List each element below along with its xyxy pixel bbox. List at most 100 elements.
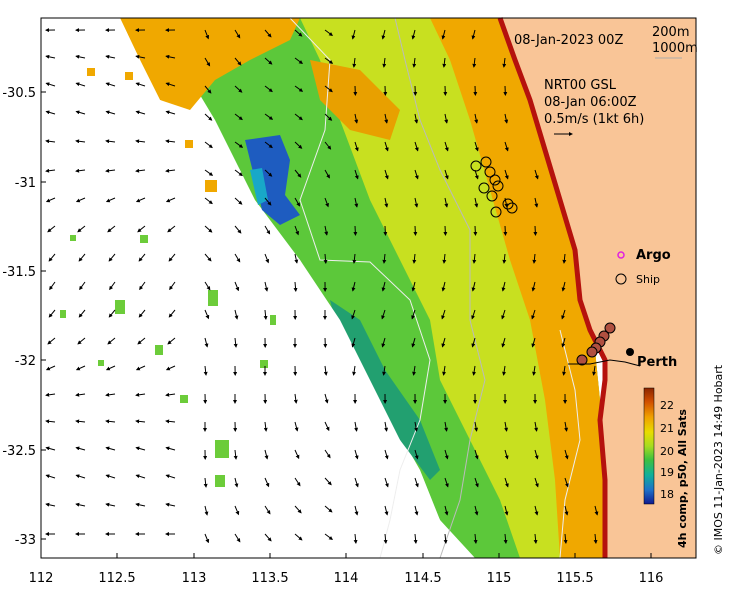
current-vector [324, 197, 329, 208]
current-vector [502, 57, 507, 68]
current-vector [294, 57, 304, 65]
current-vector [204, 281, 211, 291]
current-vector [264, 505, 271, 515]
current-vector [324, 421, 330, 432]
current-vector [165, 365, 176, 371]
current-vector [382, 57, 387, 68]
current-vector [413, 533, 418, 544]
current-vector [135, 365, 146, 371]
current-vector [563, 533, 568, 544]
current-vector [233, 449, 238, 460]
current-vector [384, 449, 389, 460]
current-vector [45, 54, 56, 59]
current-vector [504, 477, 509, 488]
current-vector [234, 85, 243, 93]
current-vector [204, 309, 210, 320]
current-vector [444, 421, 449, 432]
current-vector [264, 281, 269, 292]
current-vector [473, 225, 478, 236]
current-vector [444, 505, 449, 516]
current-vector [443, 533, 448, 544]
current-vector [323, 253, 328, 264]
current-vector [354, 197, 359, 208]
x-tick-label: 112.5 [98, 571, 135, 586]
current-vector [107, 337, 116, 345]
current-vector [381, 281, 386, 292]
x-tick-label: 113 [182, 571, 207, 586]
current-vector [105, 365, 116, 371]
current-vector [471, 337, 476, 348]
perth-marker [626, 348, 634, 356]
current-vector [135, 110, 146, 115]
currents-title-3: 0.5m/s (1kt 6h) [544, 112, 644, 127]
colorbar [643, 387, 655, 505]
current-vector [414, 421, 419, 432]
current-vector [382, 365, 387, 376]
colorbar-tick-label: 20 [660, 445, 674, 458]
current-vector [532, 253, 537, 264]
current-vector [204, 113, 213, 121]
current-vector [471, 309, 476, 320]
current-vector [324, 85, 333, 93]
current-vector [45, 139, 56, 144]
current-vector [351, 309, 356, 320]
current-vector [474, 477, 479, 488]
current-vector [107, 225, 116, 233]
current-vector [168, 309, 176, 318]
current-vector [351, 29, 356, 40]
current-vector [294, 477, 301, 487]
current-vector [234, 57, 242, 66]
y-tick-label: -32.5 [2, 444, 36, 459]
current-vector [138, 253, 146, 262]
current-vector [474, 421, 479, 432]
y-tick-label: -30.5 [2, 86, 36, 101]
current-vector [384, 421, 389, 432]
current-vector [264, 225, 271, 235]
current-vector [353, 533, 358, 544]
current-vector [75, 474, 86, 479]
current-vector [354, 113, 359, 124]
current-vector [502, 253, 507, 264]
current-vector [105, 446, 116, 451]
current-vector [234, 253, 241, 263]
current-vector [324, 169, 330, 179]
current-vector [441, 29, 446, 40]
current-vector [414, 113, 419, 124]
current-vector [534, 505, 539, 516]
current-vector [414, 197, 419, 208]
current-vector [472, 365, 477, 376]
current-vector [384, 141, 389, 152]
current-vector [264, 29, 272, 38]
current-vector [444, 477, 449, 488]
coastline [497, 17, 608, 558]
current-vector [444, 113, 449, 124]
current-vector [105, 502, 116, 507]
current-vector [503, 533, 508, 544]
current-vector [203, 477, 208, 488]
current-vector [264, 169, 273, 177]
x-axis-ticks: 112 112.5 113 113.5 114 114.5 115 115.5 116 [29, 553, 663, 586]
datetime-title: 08-Jan-2023 00Z [514, 33, 623, 48]
current-vector [75, 365, 86, 371]
current-vector [45, 446, 56, 451]
current-vector [234, 533, 241, 543]
current-vector [324, 449, 331, 459]
current-vector [293, 393, 298, 404]
current-vector [504, 141, 509, 152]
current-vector [45, 82, 56, 87]
current-vector [412, 57, 417, 68]
current-vector [204, 85, 212, 94]
current-vector [234, 141, 244, 148]
current-vector [504, 421, 509, 432]
current-vector [414, 449, 419, 460]
current-vector [294, 449, 300, 460]
current-vector [105, 54, 116, 59]
current-vector [294, 141, 303, 149]
current-vector [105, 110, 116, 115]
current-vector [47, 225, 56, 233]
contour-1000m-east [559, 329, 581, 559]
current-vector [75, 419, 86, 424]
sst-scatter-warm [87, 68, 217, 192]
current-vector [354, 449, 359, 460]
current-vector [165, 110, 176, 115]
